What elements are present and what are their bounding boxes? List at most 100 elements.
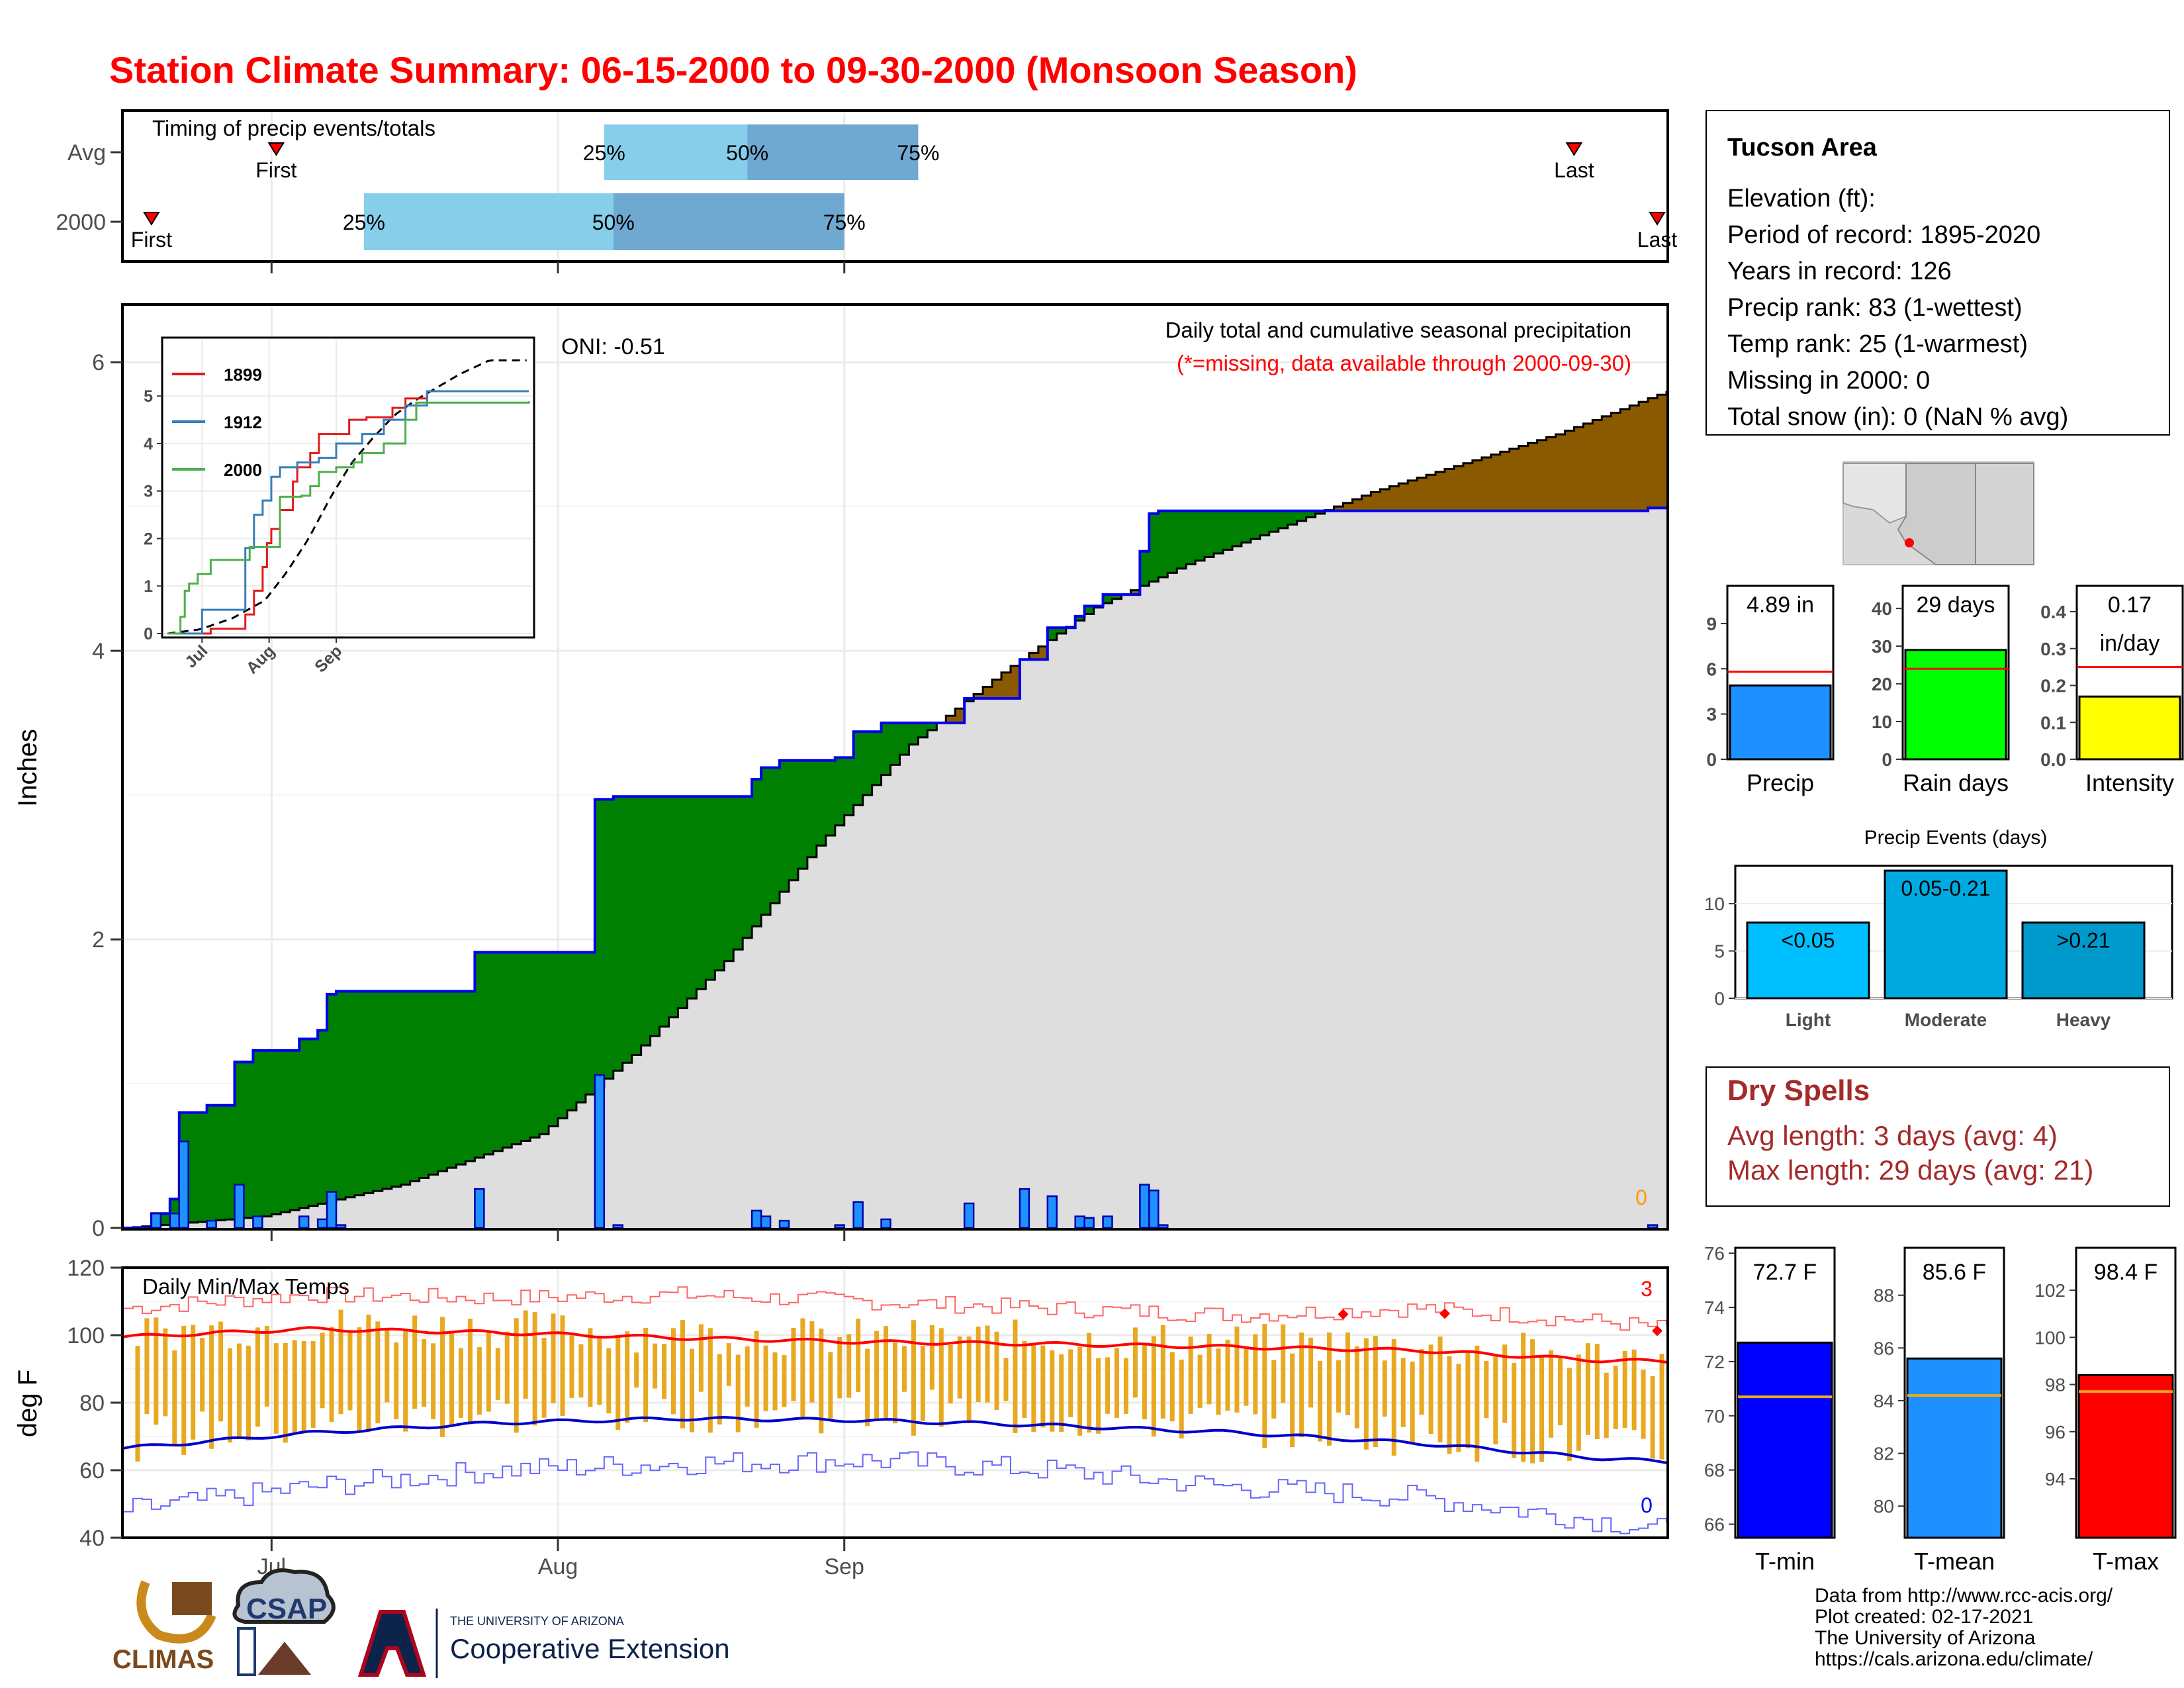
surplus-segment-day-104 bbox=[1084, 606, 1095, 614]
deficit-segment-day-160 bbox=[1602, 416, 1612, 511]
avg-cumulative-line bbox=[124, 391, 1668, 1229]
temp-ytick-label-80: 80 bbox=[79, 1391, 105, 1416]
map-new-mexico-shape bbox=[1975, 463, 2034, 565]
timing-avg-q2-box bbox=[747, 124, 919, 180]
timing-content: 25% 50% 75% First Last 25% 50% 75% First Last bbox=[131, 124, 1677, 252]
surplus-segment-day-17 bbox=[281, 1050, 291, 1213]
surplus-segment-day-44 bbox=[530, 952, 540, 1138]
inset-legend-label-2000: 2000 bbox=[224, 460, 262, 480]
surplus-segment-day-34 bbox=[437, 991, 448, 1172]
tmax-bar-ytick-label-3: 100 bbox=[2034, 1327, 2066, 1348]
daily-precip-bar-day-21 bbox=[316, 1218, 328, 1229]
timing-yr2000-q1-box bbox=[363, 193, 614, 250]
surplus-segment-day-26 bbox=[363, 991, 374, 1194]
deficit-segment-day-155 bbox=[1555, 434, 1566, 511]
deficit-segment-day-158 bbox=[1583, 423, 1593, 511]
deficit-segment-day-133 bbox=[1352, 499, 1362, 511]
surplus-segment-day-125 bbox=[1278, 510, 1289, 528]
cumulative-2000-line bbox=[124, 506, 1666, 1229]
tmin-bar-bar bbox=[1737, 1341, 1833, 1539]
precip-y-axis: 0 2 4 6 bbox=[92, 350, 846, 1241]
surplus-segment-day-50 bbox=[585, 952, 596, 1095]
deficit-segment-day-89 bbox=[946, 716, 956, 724]
precip-events-ytick-label-5: 5 bbox=[1714, 941, 1725, 962]
surplus-segment-day-47 bbox=[558, 952, 568, 1119]
record-high-marker-day-132 bbox=[1338, 1309, 1349, 1320]
raindays-summary-ytick-label-1: 10 bbox=[1872, 712, 1892, 732]
csap-logo-text: CSAP bbox=[246, 1593, 327, 1625]
logos: CLIMAS CSAP THE UNIVERSITY OF ARIZONA Co… bbox=[113, 1568, 730, 1678]
timing-panel: 25% 50% 75% First Last 25% 50% 75% First Last Tim… bbox=[56, 109, 1677, 273]
tmean-bar-label: T-mean bbox=[1914, 1548, 1995, 1575]
timing-yr2000-q2-box bbox=[613, 193, 844, 250]
deficit-segment-day-109 bbox=[1130, 590, 1140, 595]
temp-ytick-label-100: 100 bbox=[67, 1323, 105, 1348]
tmax-bar-ytick-label-1: 96 bbox=[2045, 1422, 2066, 1442]
precip-events-bar-light bbox=[1746, 921, 1870, 1000]
inset-legend: 1899 1912 2000 bbox=[172, 365, 262, 480]
tmin-bar-ytick-label-3: 72 bbox=[1704, 1352, 1725, 1372]
record-low-line bbox=[124, 1451, 1667, 1534]
raindays-summary-ytick-label-2: 20 bbox=[1872, 674, 1892, 694]
surplus-segment-day-67 bbox=[743, 796, 752, 938]
avg-tmax-line bbox=[123, 1326, 1667, 1364]
surplus-segment-day-116 bbox=[1195, 510, 1205, 561]
month-axis: Jul Aug Sep bbox=[257, 1539, 864, 1579]
surplus-segment-day-39 bbox=[484, 952, 494, 1154]
tmin-bar-ytick-label-2: 70 bbox=[1704, 1406, 1725, 1427]
deficit-segment-day-152 bbox=[1527, 443, 1538, 511]
deficit-segment-day-96 bbox=[1010, 666, 1021, 699]
inset-ytick-label-4: 4 bbox=[144, 435, 153, 453]
dry-spells-max: Max length: 29 days (avg: 21) bbox=[1727, 1154, 2093, 1186]
station-missing: Missing in 2000: 0 bbox=[1727, 367, 1930, 395]
below-normal-area bbox=[124, 508, 1666, 1228]
surplus-segment-day-9 bbox=[206, 1105, 217, 1221]
record-low-count: 0 bbox=[1641, 1493, 1653, 1517]
inset-ytick-label-2: 2 bbox=[144, 530, 153, 548]
deficit-segment-day-99 bbox=[1038, 646, 1048, 660]
surplus-segment-day-62 bbox=[696, 796, 706, 990]
precip-events-label-heavy: Heavy bbox=[2056, 1009, 2111, 1030]
timing-yr2000-first-label: First bbox=[131, 228, 172, 252]
tmax-bar-bar bbox=[2077, 1374, 2174, 1539]
precip-events-bar-text-light: <0.05 bbox=[1782, 929, 1835, 953]
daily-precip-bar-day-6 bbox=[178, 1140, 189, 1229]
daily-precip-bar-day-97 bbox=[1019, 1188, 1030, 1229]
surplus-segment-day-121 bbox=[1241, 510, 1251, 543]
csap-logo-grid bbox=[237, 1627, 256, 1676]
surplus-segment-day-129 bbox=[1315, 510, 1326, 514]
surplus-segment-day-38 bbox=[475, 952, 484, 1158]
precip-events-bar-moderate bbox=[1884, 869, 2008, 1000]
timing-row-label-2000: 2000 bbox=[56, 210, 106, 235]
surplus-segment-day-72 bbox=[788, 760, 799, 880]
surplus-segment-day-114 bbox=[1177, 510, 1187, 569]
surplus-segment-day-106 bbox=[1103, 594, 1113, 604]
deficit-segment-day-161 bbox=[1611, 412, 1621, 511]
precip-events-bar-text-heavy: >0.21 bbox=[2057, 929, 2111, 953]
inset-frame bbox=[161, 336, 535, 639]
surplus-segment-day-11 bbox=[225, 1105, 236, 1220]
surplus-segment-day-35 bbox=[447, 991, 457, 1168]
station-temp-rank: Temp rank: 25 (1-warmest) bbox=[1727, 330, 2028, 358]
inset-line-2000 bbox=[167, 401, 530, 635]
surplus-segment-day-51 bbox=[594, 799, 605, 1087]
surplus-segment-day-59 bbox=[668, 796, 679, 1017]
surplus-segment-day-24 bbox=[345, 991, 355, 1197]
deficit-segment-day-135 bbox=[1371, 492, 1381, 511]
precip-summary-ytick-label-3: 9 bbox=[1706, 614, 1717, 634]
credit-plot-date: Plot created: 02-17-2021 bbox=[1815, 1606, 2033, 1628]
timing-panel-label: Timing of precip events/totals bbox=[152, 116, 435, 140]
intensity-summary-value-text: 0.17 bbox=[2108, 592, 2152, 618]
precip-events-ytick-label-10: 10 bbox=[1704, 894, 1725, 914]
daily-precip-bar-day-104 bbox=[1083, 1217, 1095, 1229]
surplus-segment-day-25 bbox=[354, 991, 365, 1196]
inset-ytick-label-3: 3 bbox=[144, 483, 153, 501]
surplus-segment-day-33 bbox=[428, 991, 439, 1175]
surplus-segment-day-63 bbox=[705, 796, 715, 980]
temp-ytick-label-60: 60 bbox=[79, 1458, 105, 1483]
deficit-segment-day-166 bbox=[1657, 395, 1667, 508]
daily-precip-bar-day-12 bbox=[234, 1184, 245, 1229]
deficit-segment-day-98 bbox=[1028, 653, 1039, 660]
raindays-summary-ytick-label-3: 30 bbox=[1872, 636, 1892, 657]
